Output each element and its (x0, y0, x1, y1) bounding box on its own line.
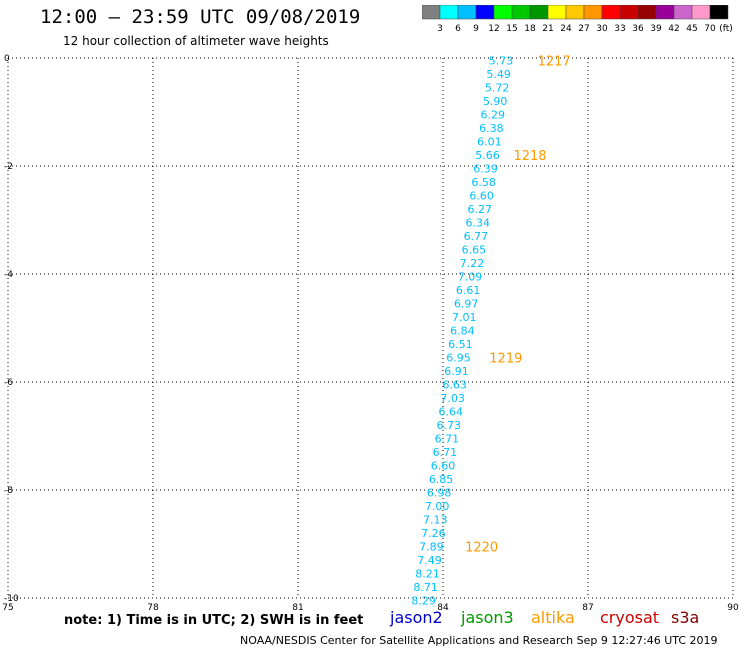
swh-data-label: 6.71 (435, 433, 460, 446)
swh-data-label: 7.49 (417, 554, 442, 567)
y-tick-label: -4 (4, 270, 13, 280)
x-tick-label: 84 (437, 603, 449, 610)
x-tick-label: 90 (727, 603, 739, 610)
satellite-jason2: jason2 (390, 608, 443, 627)
chart-note: note: 1) Time is in UTC; 2) SWH is in fe… (64, 613, 364, 628)
colorbar-label: 24 (560, 24, 572, 34)
swh-data-label: 6.60 (469, 190, 494, 203)
colorbar-label: 36 (632, 24, 644, 34)
satellite-jason3: jason3 (461, 608, 514, 627)
colorbar-label: 33 (614, 24, 625, 34)
swh-data-label: 7.00 (425, 500, 450, 513)
colorbar-label: 70 (704, 24, 716, 34)
swh-data-label: 6.73 (437, 419, 462, 432)
colorbar-label: 45 (686, 24, 697, 34)
swh-data-label: 5.72 (485, 82, 510, 95)
time-label: 1220 (465, 541, 498, 556)
swh-data-label: 7.89 (419, 541, 444, 554)
colorbar-label: 3 (437, 24, 443, 34)
swh-data-label: 6.63 (442, 379, 467, 392)
swh-data-label: 7.09 (458, 271, 483, 284)
colorbar-label: 12 (488, 24, 499, 34)
colorbar-swatch (709, 5, 729, 20)
satellite-cryosat: cryosat (600, 608, 660, 627)
swh-data-label: 6.38 (479, 122, 504, 135)
swh-data-label: 6.29 (481, 109, 506, 122)
swh-data-label: 6.39 (473, 163, 498, 176)
footer-credit: NOAA/NESDIS Center for Satellite Applica… (240, 634, 718, 647)
colorbar-label: 18 (524, 24, 536, 34)
satellite-s3a: s3a (671, 608, 700, 627)
colorbar-unit: (ft) (719, 24, 732, 34)
colorbar-label: 42 (668, 24, 679, 34)
swh-data-label: 6.91 (444, 365, 469, 378)
swh-data-label: 6.01 (477, 136, 502, 149)
y-tick-label: -8 (4, 486, 13, 496)
colorbar-label: 6 (455, 24, 461, 34)
time-label: 1219 (489, 352, 522, 367)
swh-data-label: 6.71 (433, 446, 458, 459)
swh-data-label: 6.95 (446, 352, 471, 365)
swh-data-label: 7.26 (421, 527, 446, 540)
swh-data-label: 6.65 (462, 244, 487, 257)
y-tick-label: -2 (4, 162, 13, 172)
swh-data-label: 5.66 (475, 149, 500, 162)
x-tick-label: 81 (292, 603, 303, 610)
wave-height-chart: 75 78 81 84 87 90 0 -2 -4 -6 -8 -10 5.735.495.725.90… (2, 54, 739, 610)
swh-data-label: 8.29 (411, 595, 436, 608)
swh-data-label: 5.49 (486, 68, 511, 81)
colorbar-label: 30 (596, 24, 608, 34)
chart-subtitle: 12 hour collection of altimeter wave hei… (63, 34, 329, 48)
colorbar-label: 27 (578, 24, 589, 34)
swh-data-label: 6.60 (431, 460, 456, 473)
swh-data-label: 7.22 (460, 257, 485, 270)
swh-data-label: 6.27 (467, 203, 492, 216)
swh-data-label: 6.84 (450, 325, 475, 338)
swh-data-label: 6.97 (454, 298, 479, 311)
x-tick-label: 78 (147, 603, 159, 610)
swh-data-label: 6.61 (456, 284, 481, 297)
swh-data-label: 6.98 (427, 487, 452, 500)
colorbar-label: 15 (506, 24, 517, 34)
time-label: 1217 (538, 55, 571, 70)
swh-data-label: 6.85 (429, 473, 454, 486)
satellite-altika: altika (531, 608, 575, 627)
swh-data-label: 7.01 (452, 311, 477, 324)
swh-data-label: 5.90 (483, 95, 508, 108)
y-tick-label: -6 (4, 378, 13, 388)
colorbar-label: 9 (473, 24, 479, 34)
swh-data-label: 8.21 (415, 568, 440, 581)
x-tick-label: 75 (2, 603, 13, 610)
swh-data-label: 8.71 (413, 581, 438, 594)
swh-data-label: 5.73 (489, 55, 514, 68)
x-tick-label: 87 (582, 603, 593, 610)
y-tick-label: -10 (4, 594, 19, 604)
swh-data-label: 6.77 (464, 230, 489, 243)
time-label: 1218 (513, 149, 546, 164)
swh-data-label: 6.34 (466, 217, 491, 230)
swh-data-label: 6.51 (448, 338, 473, 351)
swh-data-label: 7.03 (440, 392, 465, 405)
colorbar-label: 21 (542, 24, 553, 34)
colorbar-legend: 3 6 9 12 15 18 21 24 27 30 33 36 39 42 45 70 (ft) (422, 5, 732, 34)
swh-data-label: 7.13 (423, 514, 448, 527)
y-tick-label: 0 (4, 54, 10, 64)
chart-title: 12:00 — 23:59 UTC 09/08/2019 (40, 6, 361, 28)
colorbar-label: 39 (650, 24, 662, 34)
swh-data-label: 6.64 (438, 406, 463, 419)
swh-data-label: 6.58 (471, 176, 496, 189)
